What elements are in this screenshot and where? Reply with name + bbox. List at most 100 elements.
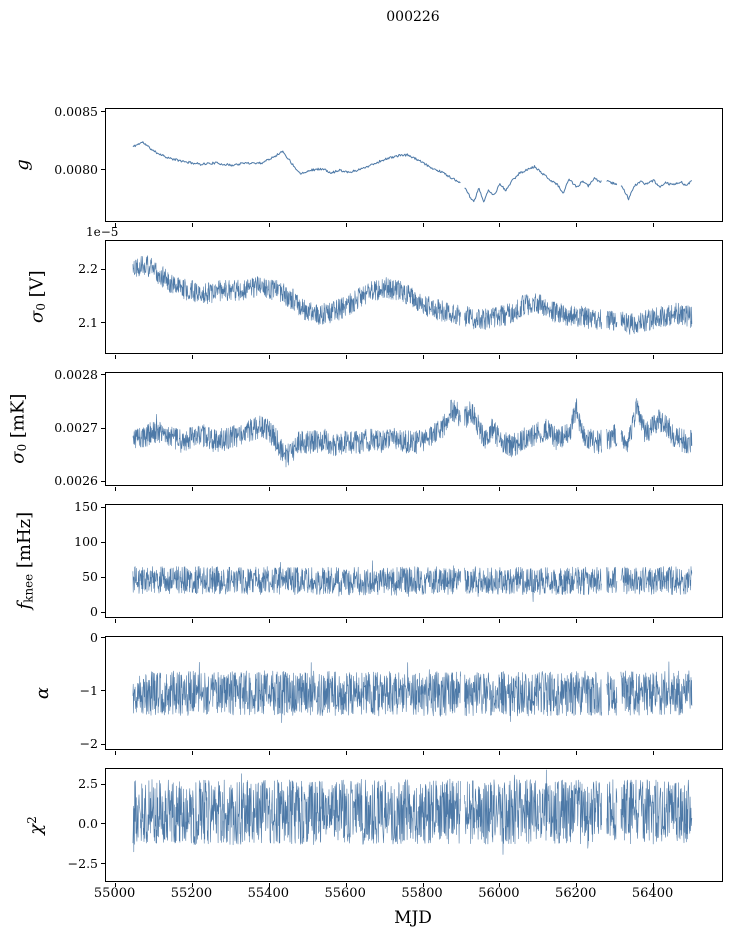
x-tick-mark	[499, 883, 501, 887]
ylabel-token: f	[14, 603, 36, 610]
x-tick-mark	[115, 223, 117, 227]
x-tick-mark	[268, 487, 270, 491]
ylabel-token: σ	[7, 451, 29, 465]
y-axis-label-chi-squared: χ2	[24, 769, 48, 881]
y-tick-label: 100	[74, 533, 98, 549]
x-tick-mark	[191, 487, 193, 491]
y-tick-mark	[101, 480, 105, 482]
x-tick-mark	[191, 751, 193, 755]
y-tick-label: 0.0085	[54, 103, 98, 119]
x-tick-label: 55200	[170, 886, 213, 901]
series-gain	[132, 141, 692, 203]
x-tick-mark	[191, 883, 193, 887]
y-tick-mark	[101, 576, 105, 578]
y-tick-mark	[101, 374, 105, 376]
y-tick-mark	[101, 823, 105, 825]
subplot-chi-squared: χ2 2.5 0.0 −2.5	[25, 768, 723, 887]
y-tick-label: −2.5	[67, 855, 98, 871]
subplot-alpha: α 0 −1 −2	[32, 631, 723, 755]
y-tick-mark	[101, 169, 105, 171]
y-tick-label: 50	[82, 568, 98, 584]
x-tick-mark	[576, 619, 578, 623]
x-tick-mark	[115, 751, 117, 755]
y-axis-label-sigma0-mk: σ0 [mK]	[7, 373, 31, 485]
series-sigma0-volts	[132, 255, 693, 335]
x-tick-labels: 55000 55200 55400 55600 55800 56000 56200 56400	[94, 886, 721, 904]
axis-offset-label: 1e−5	[86, 225, 119, 239]
subplot-fknee: fknee [mHz] 0 50 100 150	[14, 500, 723, 623]
y-tick-mark	[101, 322, 105, 324]
y-tick-label: 0	[90, 629, 98, 645]
x-tick-mark	[499, 751, 501, 755]
x-tick-mark	[653, 619, 655, 623]
x-tick-mark	[345, 223, 347, 227]
x-tick-mark	[115, 619, 117, 623]
x-tick-mark	[576, 751, 578, 755]
x-tick-label: 56400	[631, 886, 674, 901]
y-tick-label: −1	[79, 682, 98, 698]
x-tick-label: 55400	[247, 886, 289, 901]
ylabel-token: σ	[26, 311, 48, 324]
series-fknee	[132, 560, 693, 602]
y-tick-label: 0.0026	[54, 472, 98, 488]
x-tick-mark	[422, 883, 424, 887]
y-tick-label: −2	[79, 735, 98, 751]
figure-title: 000226	[386, 9, 440, 25]
y-tick-mark	[101, 111, 105, 113]
x-tick-mark	[653, 355, 655, 359]
x-tick-label: 55600	[324, 886, 366, 901]
y-axis-label-text: fknee [mHz]	[14, 512, 36, 610]
x-tick-mark	[499, 355, 501, 359]
ylabel-token: knee	[21, 574, 36, 604]
y-tick-label: 0.0028	[54, 366, 98, 382]
y-axis-label-text: α	[32, 686, 53, 700]
y-tick-mark	[101, 637, 105, 639]
y-axis-label-text: χ2	[24, 815, 47, 835]
x-tick-mark	[422, 619, 424, 623]
y-tick-label: 2.5	[78, 775, 98, 791]
x-tick-mark	[345, 355, 347, 359]
y-axis-label-sigma0-volts: σ0 [V]	[26, 241, 50, 353]
y-axis-label-text: σ0 [mK]	[7, 394, 29, 465]
ylabel-token: [mHz]	[14, 512, 36, 575]
x-tick-mark	[268, 619, 270, 623]
x-tick-mark	[653, 751, 655, 755]
y-tick-label: 0	[90, 603, 98, 619]
x-tick-mark	[499, 223, 501, 227]
x-tick-mark	[576, 355, 578, 359]
x-tick-mark	[422, 223, 424, 227]
x-tick-mark	[345, 487, 347, 491]
subplot-gain: g 0.0080 0.0085	[12, 105, 723, 227]
x-tick-mark	[422, 355, 424, 359]
ylabel-token: α	[32, 686, 53, 700]
x-tick-mark	[576, 223, 578, 227]
y-tick-label: 0.0	[78, 815, 98, 831]
subplot-sigma0-mk: σ0 [mK] 0.0026 0.0027 0.0028	[7, 368, 723, 491]
y-axis-label-alpha: α	[31, 637, 55, 749]
x-tick-mark	[576, 883, 578, 887]
y-tick-mark	[101, 743, 105, 745]
ylabel-token: χ	[25, 823, 47, 835]
series-sigma0-mk	[132, 398, 693, 468]
x-tick-mark	[422, 487, 424, 491]
y-axis-label-text: g	[12, 159, 33, 171]
x-tick-mark	[191, 355, 193, 359]
x-tick-mark	[499, 619, 501, 623]
y-tick-mark	[101, 541, 105, 543]
y-tick-mark	[101, 427, 105, 429]
series-alpha	[132, 661, 693, 723]
x-tick-mark	[268, 883, 270, 887]
ylabel-token: 2	[24, 815, 39, 824]
y-tick-mark	[101, 690, 105, 692]
y-tick-mark	[101, 863, 105, 865]
x-tick-mark	[576, 487, 578, 491]
y-axis-label-fknee: fknee [mHz]	[14, 505, 38, 617]
x-tick-label: 56000	[478, 886, 520, 901]
x-tick-mark	[115, 487, 117, 491]
x-tick-mark	[345, 751, 347, 755]
y-tick-label: 0.0027	[54, 419, 98, 435]
ylabel-token: g	[12, 159, 33, 171]
y-tick-label: 2.2	[78, 261, 98, 277]
x-tick-mark	[422, 751, 424, 755]
